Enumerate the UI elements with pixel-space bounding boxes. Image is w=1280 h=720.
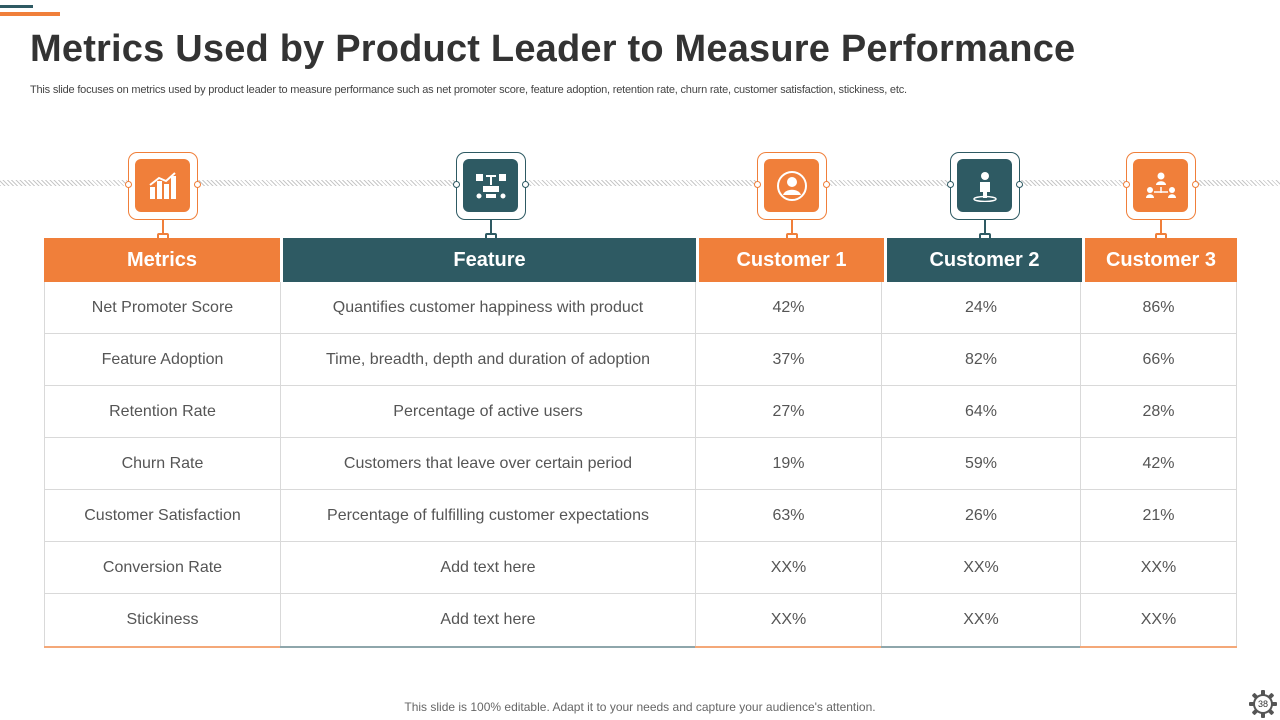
- connector-stem: [162, 219, 164, 233]
- feature-cell: Add text here: [280, 594, 695, 646]
- metric-cell: Retention Rate: [44, 386, 280, 437]
- customer-1-cell: 27%: [695, 386, 881, 437]
- customer-3-cell: 28%: [1080, 386, 1237, 437]
- table-row: Retention Rate Percentage of active user…: [44, 386, 1237, 438]
- metric-cell: Stickiness: [44, 594, 280, 646]
- customer-2-cell: 82%: [881, 334, 1080, 385]
- metric-cell: Conversion Rate: [44, 542, 280, 593]
- metrics-icon-frame: [125, 152, 201, 220]
- feature-cell: Add text here: [280, 542, 695, 593]
- connector-stem: [1160, 219, 1162, 233]
- customer-2-cell: 59%: [881, 438, 1080, 489]
- customer-1-cell: 42%: [695, 282, 881, 333]
- customer-1-cell: 63%: [695, 490, 881, 541]
- customer-3-cell: XX%: [1080, 542, 1237, 593]
- customer-1-cell: XX%: [695, 594, 881, 646]
- header-customer-2: Customer 2: [887, 238, 1082, 282]
- customer-3-cell: 66%: [1080, 334, 1237, 385]
- corner-accent-dark: [0, 5, 33, 8]
- customer-3-icon-frame: [1123, 152, 1199, 220]
- footer-note: This slide is 100% editable. Adapt it to…: [404, 700, 876, 714]
- table-row: Customer Satisfaction Percentage of fulf…: [44, 490, 1237, 542]
- corner-accent-orange: [0, 12, 60, 16]
- connector-stem: [984, 219, 986, 233]
- customer-2-icon-frame: [947, 152, 1023, 220]
- connector-stem: [490, 219, 492, 233]
- person-location-icon: [957, 159, 1012, 212]
- feature-icon-frame: [453, 152, 529, 220]
- customer-3-cell: XX%: [1080, 594, 1237, 646]
- feature-cell: Customers that leave over certain period: [280, 438, 695, 489]
- user-network-icon: [1133, 159, 1188, 212]
- customer-3-cell: 42%: [1080, 438, 1237, 489]
- customer-2-cell: XX%: [881, 594, 1080, 646]
- customer-3-cell: 86%: [1080, 282, 1237, 333]
- customer-2-cell: XX%: [881, 542, 1080, 593]
- header-customer-3: Customer 3: [1085, 238, 1237, 282]
- metrics-table: Metrics Feature Customer 1 Customer 2 Cu…: [44, 238, 1237, 648]
- customer-1-cell: 19%: [695, 438, 881, 489]
- gear-icon: [1249, 690, 1277, 718]
- customer-3-cell: 21%: [1080, 490, 1237, 541]
- header-customer-1: Customer 1: [699, 238, 884, 282]
- page-subtitle: This slide focuses on metrics used by pr…: [30, 84, 907, 96]
- table-row: Churn Rate Customers that leave over cer…: [44, 438, 1237, 490]
- customer-1-cell: XX%: [695, 542, 881, 593]
- bar-chart-icon: [135, 159, 190, 212]
- connector-stem: [791, 219, 793, 233]
- page-number-badge: 38: [1248, 689, 1278, 719]
- customer-1-icon-frame: [754, 152, 830, 220]
- table-row: Net Promoter Score Quantifies customer h…: [44, 282, 1237, 334]
- feature-cell: Quantifies customer happiness with produ…: [280, 282, 695, 333]
- table-row: Feature Adoption Time, breadth, depth an…: [44, 334, 1237, 386]
- metric-cell: Customer Satisfaction: [44, 490, 280, 541]
- customer-2-cell: 26%: [881, 490, 1080, 541]
- page-title: Metrics Used by Product Leader to Measur…: [30, 28, 1076, 70]
- user-profile-icon: [764, 159, 819, 212]
- feature-cell: Time, breadth, depth and duration of ado…: [280, 334, 695, 385]
- feature-cell: Percentage of active users: [280, 386, 695, 437]
- customer-1-cell: 37%: [695, 334, 881, 385]
- page-number: 38: [1257, 699, 1268, 709]
- customer-2-cell: 64%: [881, 386, 1080, 437]
- feature-cell: Percentage of fulfilling customer expect…: [280, 490, 695, 541]
- table-row: Conversion Rate Add text here XX% XX% XX…: [44, 542, 1237, 594]
- table-row: Stickiness Add text here XX% XX% XX%: [44, 594, 1237, 646]
- feature-diagram-icon: [463, 159, 518, 212]
- metric-cell: Churn Rate: [44, 438, 280, 489]
- customer-2-cell: 24%: [881, 282, 1080, 333]
- header-feature: Feature: [283, 238, 696, 282]
- table-bottom-rule: [44, 646, 1237, 648]
- header-metrics: Metrics: [44, 238, 280, 282]
- metric-cell: Feature Adoption: [44, 334, 280, 385]
- metric-cell: Net Promoter Score: [44, 282, 280, 333]
- timeline-dotted-line: [0, 180, 1280, 186]
- table-header-row: Metrics Feature Customer 1 Customer 2 Cu…: [44, 238, 1237, 282]
